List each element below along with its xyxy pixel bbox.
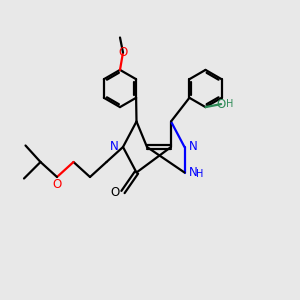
- Text: N: N: [110, 140, 119, 154]
- Text: O: O: [110, 185, 119, 199]
- Text: N: N: [188, 166, 197, 179]
- Text: H: H: [226, 98, 234, 109]
- Text: N: N: [188, 140, 197, 154]
- Text: O: O: [217, 98, 226, 111]
- Text: H: H: [196, 169, 204, 179]
- Text: O: O: [52, 178, 62, 191]
- Text: O: O: [118, 46, 127, 59]
